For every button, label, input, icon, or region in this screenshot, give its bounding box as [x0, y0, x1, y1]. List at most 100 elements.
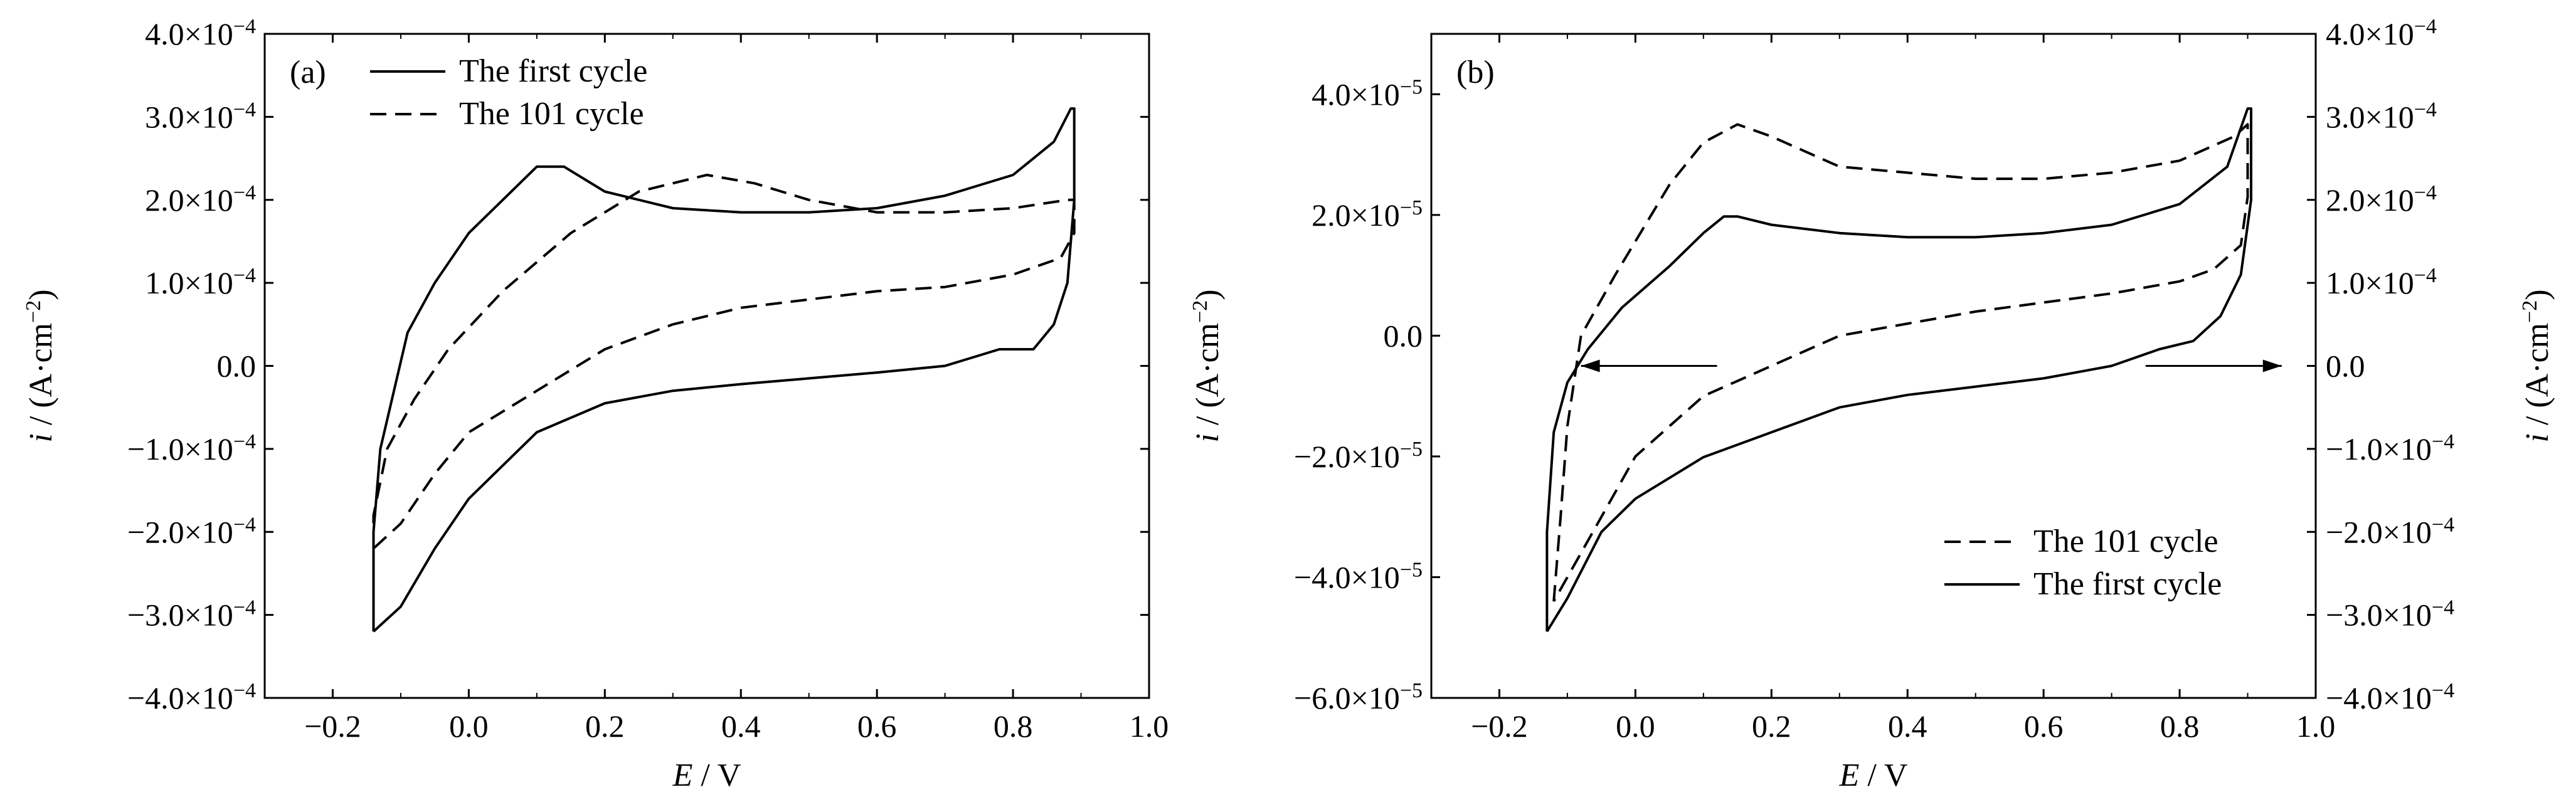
panel-b-y2-tick-label-mantissa: 2.0	[2326, 182, 2365, 218]
panel-a-y-tick-label: 2.0×10−4	[145, 181, 256, 218]
panel-b-y2-tick-label-base: ×10	[2365, 265, 2414, 300]
panel-a-y-tick-label-exp: −4	[233, 679, 256, 702]
panel-b-y2-tick-label: −2.0×10−4	[2326, 513, 2454, 550]
panel-a-y-tick-label-base: ×10	[184, 514, 233, 549]
panel-b-y2-tick-label-mantissa: 1.0	[2326, 265, 2365, 300]
panel-b-y2-tick-label-base: ×10	[2383, 514, 2432, 549]
panel-b-y2-tick-label-base: ×10	[2383, 680, 2432, 715]
panel-b-x-tick-label: 0.8	[2160, 709, 2200, 744]
panel-a-series-dashed-line	[372, 174, 1076, 550]
panel-a-x-tick-label: 0.8	[994, 709, 1033, 744]
panel-b-y2-tick-label-exp: −4	[2414, 15, 2437, 38]
panel-a-y-axis-title-var: i	[23, 433, 59, 442]
panel-a-x-tick-label: 0.2	[585, 709, 625, 744]
panel-a-y-tick-label: −2.0×10−4	[127, 513, 256, 550]
panel-a-y-tick-label-exp: −4	[233, 430, 256, 453]
panel-b-arrow-left-head	[1581, 359, 1600, 372]
panel-b-y2-axis-title-unit: / (A·cm	[2520, 323, 2555, 433]
panel-a-y-tick-label-exp: −4	[233, 513, 256, 536]
panel-b: −0.2 0.0 0.2 0.4 0.6 0.8 1.04.0×10−52.0×10−50.…	[1189, 15, 2556, 794]
panel-a-y-axis-title: i / (A·cm−2)	[22, 289, 60, 442]
panel-a-y-tick-label-exp: −4	[233, 264, 256, 287]
panel-b-y-tick-label-mantissa: −6.0	[1294, 680, 1351, 715]
panel-a-plot-frame	[263, 33, 1150, 699]
panel-a-y-tick-label-exp: −4	[233, 98, 256, 121]
panel-a-y-tick-label-exp: −4	[233, 15, 256, 38]
panel-a-legend-label: The first cycle	[459, 53, 647, 89]
panel-a-y-tick-label-mantissa: 0.0	[217, 349, 257, 384]
panel-a-y-tick-label-mantissa: −1.0	[127, 431, 184, 467]
panel-a-label: (a)	[290, 55, 326, 90]
panel-b-y2-tick-label-base: ×10	[2383, 598, 2432, 633]
panel-b-y2-axis-title-var: i	[2520, 433, 2555, 442]
panel-a-y-tick-label-exp: −4	[233, 596, 256, 619]
panel-b-y2-axis-title: i / (A·cm−2)	[2518, 289, 2556, 442]
panel-a-y-tick-label-base: ×10	[184, 598, 233, 633]
panel-b-x-tick-label: 1.0	[2296, 709, 2336, 744]
panel-b-y-tick-label-mantissa: 2.0	[1312, 198, 1351, 233]
panel-b-arrow-right-head	[2262, 359, 2282, 372]
panel-a-y-tick-label-base: ×10	[184, 99, 233, 134]
panel-b-x-tick-label: 0.0	[1616, 709, 1655, 744]
panel-a-x-tick-label: −0.2	[304, 709, 361, 744]
panel-b-y2-axis-title-exp: −2	[2518, 300, 2542, 323]
panel-a-y-tick-label: −3.0×10−4	[127, 596, 256, 633]
panel-b-y-tick-label-exp: −5	[1400, 75, 1423, 98]
panel-b-y2-tick-label: 2.0×10−4	[2326, 181, 2437, 218]
panel-a-y-tick-label-mantissa: 2.0	[145, 182, 184, 218]
panel-b-y2-axis-title-close: )	[2520, 289, 2555, 300]
panel-b-y2-tick-label: 1.0×10−4	[2326, 264, 2437, 301]
panel-b-y-tick-label-base: ×10	[1351, 439, 1400, 474]
panel-a-y-tick-label: 4.0×10−4	[145, 15, 256, 52]
panel-a-y-tick-label: 1.0×10−4	[145, 264, 256, 301]
panel-b-y-tick-label: 0.0	[1384, 318, 1423, 353]
panel-b-y2-tick-label-exp: −4	[2414, 264, 2437, 287]
panel-a-y-tick-label: −1.0×10−4	[127, 430, 256, 467]
panel-b-x-axis-title-unit: / V	[1859, 757, 1907, 793]
panel-b-y-tick-label-exp: −5	[1400, 196, 1423, 219]
panel-a: −0.2 0.0 0.2 0.4 0.6 0.8 1.04.0×10−43.0×10−42.…	[22, 15, 1169, 794]
panel-a-y-tick-label-mantissa: 3.0	[145, 99, 184, 134]
panel-b-y-tick-label-base: ×10	[1351, 77, 1400, 112]
panel-b-y2-tick-label-exp: −4	[2432, 596, 2454, 619]
panel-b-y-tick-label-exp: −5	[1400, 437, 1423, 460]
panel-a-y-tick-label: 3.0×10−4	[145, 98, 256, 135]
panel-b-y2-tick-label-base: ×10	[2365, 16, 2414, 51]
panel-b-y2-tick-label-mantissa: −1.0	[2326, 431, 2383, 467]
panel-a-x-axis-title-var: E	[672, 757, 693, 793]
panel-a-x-tick-label: 0.4	[721, 709, 761, 744]
panel-b-x-tick-label: 0.4	[1888, 709, 1927, 744]
panel-b-y2-tick-label-mantissa: 4.0	[2326, 16, 2365, 51]
panel-b-y2-tick-label: −1.0×10−4	[2326, 430, 2454, 467]
panel-b-y-tick-label-base: ×10	[1351, 198, 1400, 233]
panel-a-x-tick-label: 0.0	[449, 709, 489, 744]
panel-b-x-tick-label: 0.2	[1752, 709, 1791, 744]
panel-b-y2-tick-label-exp: −4	[2432, 679, 2454, 702]
panel-a-y-tick-label: 0.0	[217, 349, 257, 384]
panel-b-y2-tick-label-exp: −4	[2414, 98, 2437, 121]
panel-b-y-tick-label-base: ×10	[1351, 680, 1400, 715]
panel-a-legend-label: The 101 cycle	[459, 96, 644, 132]
panel-b-x-axis-title-var: E	[1839, 757, 1860, 793]
panel-b-y2-tick-label: 4.0×10−4	[2326, 15, 2437, 52]
panel-a-y-tick-label-mantissa: −2.0	[127, 514, 184, 549]
panel-a-y-tick-label-mantissa: −4.0	[127, 680, 184, 715]
panel-b-y-tick-label-exp: −5	[1400, 558, 1423, 581]
panel-b-x-axis-title: E / V	[1839, 757, 1908, 793]
panel-a-y-axis-title-exp: −2	[22, 300, 45, 323]
panel-b-y-axis-title-var: i	[1190, 433, 1226, 442]
panel-b-y-tick-label: 2.0×10−5	[1312, 196, 1423, 233]
panel-b-y2-tick-label: 3.0×10−4	[2326, 98, 2437, 135]
panel-a-y-tick-label-base: ×10	[184, 16, 233, 51]
panel-b-y2-tick-label-base: ×10	[2365, 182, 2414, 218]
panel-b-y2-tick-label-base: ×10	[2383, 431, 2432, 467]
panel-b-y2-tick-label: −4.0×10−4	[2326, 679, 2454, 716]
panel-a-y-tick-label-base: ×10	[184, 431, 233, 467]
panel-a-y-tick-label-mantissa: 1.0	[145, 265, 184, 300]
panel-b-y-tick-label-base: ×10	[1351, 559, 1400, 594]
panel-b-y-tick-label: 4.0×10−5	[1312, 75, 1423, 112]
panel-a-series-solid-line	[372, 107, 1076, 633]
panel-b-y-tick-label-mantissa: 0.0	[1384, 318, 1423, 353]
panel-b-y2-tick-label-exp: −4	[2432, 513, 2454, 536]
